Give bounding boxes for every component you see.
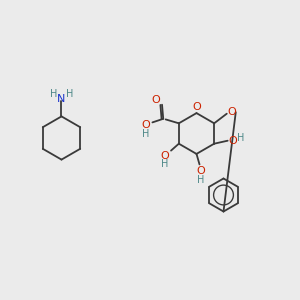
Text: H: H	[197, 175, 205, 185]
Text: O: O	[196, 166, 206, 176]
Text: N: N	[57, 94, 66, 104]
Text: O: O	[228, 136, 237, 146]
Text: O: O	[192, 101, 201, 112]
Text: H: H	[50, 89, 57, 99]
Text: H: H	[161, 159, 169, 169]
Text: O: O	[142, 120, 150, 130]
Text: O: O	[151, 94, 160, 105]
Text: H: H	[66, 89, 73, 99]
Text: O: O	[161, 151, 170, 161]
Text: H: H	[238, 133, 245, 143]
Text: O: O	[227, 107, 236, 117]
Text: H: H	[142, 129, 149, 139]
